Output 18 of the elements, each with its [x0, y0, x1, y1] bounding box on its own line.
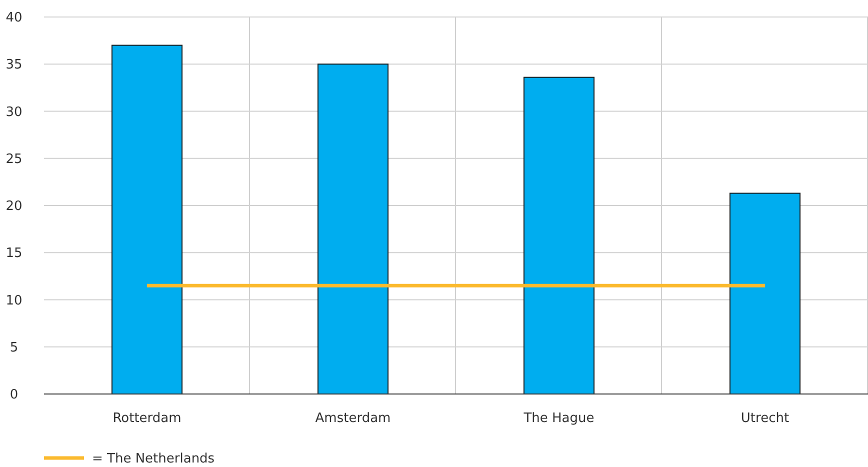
- legend-label: = The Netherlands: [92, 452, 215, 467]
- x-tick-label: The Hague: [522, 411, 594, 426]
- y-tick-label: 5: [10, 340, 18, 356]
- x-tick-label: Utrecht: [740, 411, 790, 426]
- bar: [317, 64, 389, 394]
- y-tick-label: 20: [6, 199, 22, 214]
- y-tick-label: 15: [6, 246, 22, 262]
- x-tick-label: Rotterdam: [112, 411, 182, 426]
- y-tick-label: 25: [6, 152, 22, 167]
- y-tick-label: 0: [10, 388, 18, 403]
- bar: [523, 76, 595, 394]
- y-tick-label: 35: [6, 58, 22, 73]
- y-tick-label: 30: [6, 104, 22, 120]
- bar: [111, 44, 183, 394]
- x-tick-label: Amsterdam: [315, 411, 391, 426]
- y-tick-label: 10: [6, 293, 22, 308]
- y-tick-label: 40: [6, 10, 22, 26]
- bar: [729, 192, 801, 394]
